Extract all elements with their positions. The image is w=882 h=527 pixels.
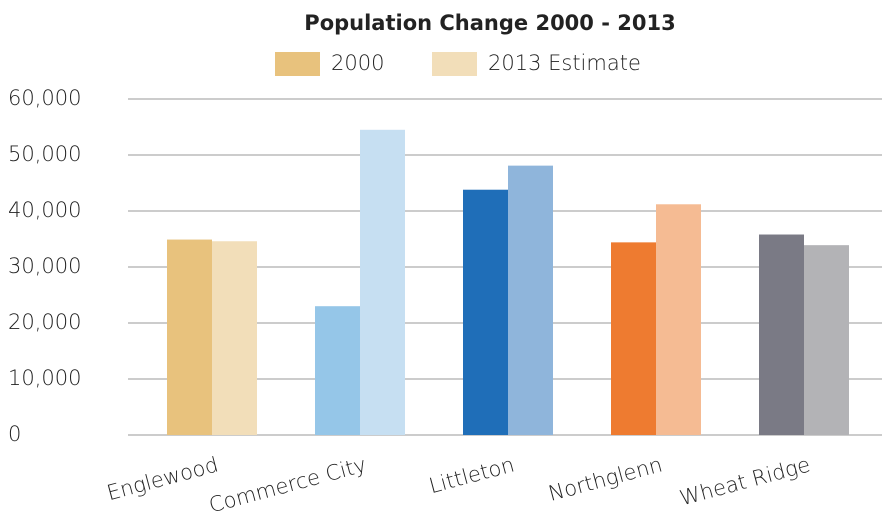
y-tick-label: 0 (8, 422, 21, 446)
y-tick-label: 60,000 (8, 86, 81, 110)
bar (463, 189, 508, 435)
x-tick-label: Commerce City (206, 452, 369, 517)
chart-title: Population Change 2000 - 2013 (304, 11, 675, 35)
bar (508, 165, 553, 435)
bar (759, 234, 804, 435)
y-tick-label: 30,000 (8, 254, 81, 278)
y-tick-label: 10,000 (8, 366, 81, 390)
bar (611, 242, 656, 435)
legend-swatch (432, 52, 477, 76)
x-tick-label: Englewood (104, 452, 220, 505)
legend-label: 2013 Estimate (488, 51, 641, 75)
y-tick-label: 50,000 (8, 142, 81, 166)
bar (212, 241, 257, 435)
bar (804, 245, 849, 435)
bar (315, 306, 360, 435)
legend-label: 2000 (331, 51, 384, 75)
bar (167, 239, 212, 435)
bar (360, 129, 405, 436)
x-tick-label: Littleton (426, 452, 516, 498)
y-tick-label: 20,000 (8, 310, 81, 334)
y-tick-label: 40,000 (8, 198, 81, 222)
bar (656, 204, 701, 435)
legend-swatch (275, 52, 320, 76)
x-tick-label: Wheat Ridge (677, 452, 813, 510)
x-tick-label: Northglenn (546, 452, 665, 505)
